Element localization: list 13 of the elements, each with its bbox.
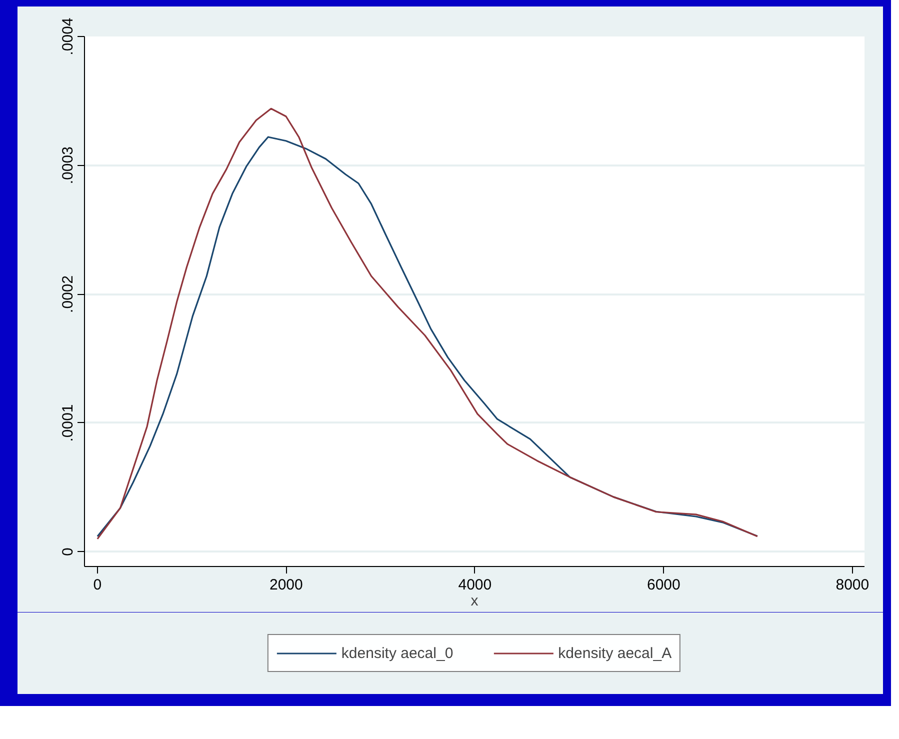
y-tick-label: .0003 — [60, 146, 76, 184]
x-tick-label: 0 — [93, 576, 102, 594]
x-axis-title: x — [470, 592, 479, 610]
x-tick-label: 8000 — [836, 576, 870, 594]
y-tick-label: .0004 — [60, 18, 76, 56]
y-tick-label: 0 — [60, 548, 76, 556]
x-tick-label: 2000 — [269, 576, 303, 594]
y-tick-label: .0002 — [60, 275, 76, 313]
x-tick-label: 4000 — [458, 576, 492, 594]
legend-label: kdensity aecal_A — [558, 644, 672, 662]
legend-label: kdensity aecal_0 — [341, 644, 454, 662]
x-tick-label: 6000 — [646, 576, 680, 594]
y-tick-label: .0001 — [60, 404, 76, 442]
